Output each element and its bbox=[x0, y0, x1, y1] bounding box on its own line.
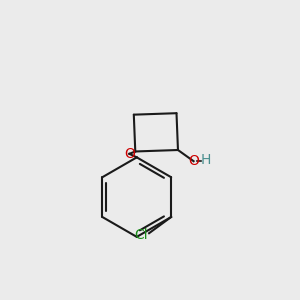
Text: O: O bbox=[188, 154, 199, 168]
Text: Cl: Cl bbox=[134, 228, 148, 242]
Text: H: H bbox=[201, 153, 211, 167]
Text: O: O bbox=[124, 147, 135, 161]
